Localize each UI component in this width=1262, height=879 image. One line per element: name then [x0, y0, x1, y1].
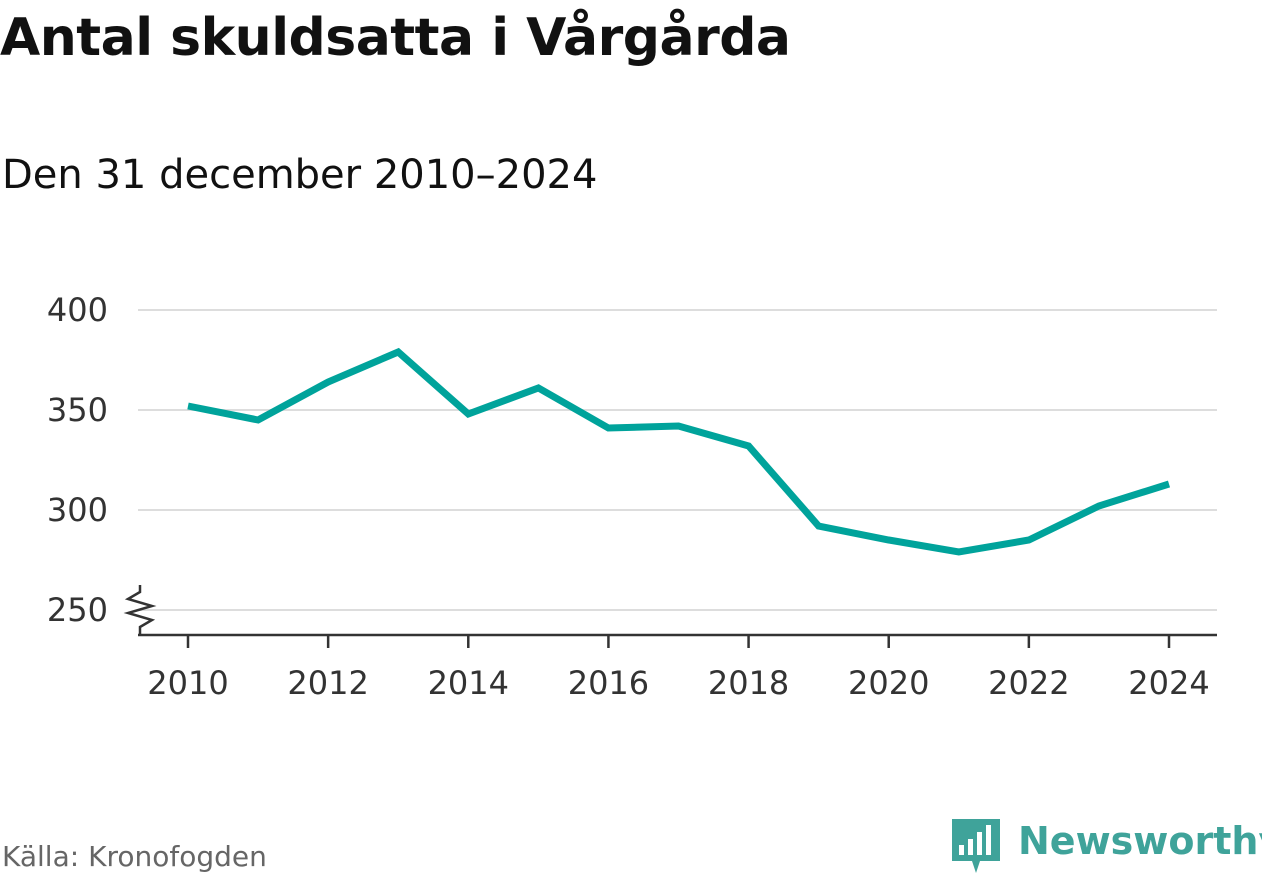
x-tick-label: 2010	[147, 664, 228, 702]
y-tick-label: 400	[47, 291, 108, 329]
chart-title: Antal skuldsatta i Vårgårda	[0, 8, 791, 68]
x-tick-label: 2024	[1128, 664, 1209, 702]
y-tick-label: 300	[47, 491, 108, 529]
x-tick-label: 2012	[287, 664, 368, 702]
axis-break-icon	[123, 585, 157, 635]
y-tick-label: 250	[47, 591, 108, 629]
brand-logo: Newsworthy	[950, 815, 1262, 879]
series-lines	[187, 347, 1171, 556]
chart-subtitle: Den 31 december 2010–2024	[2, 152, 598, 198]
x-tick-label: 2022	[988, 664, 1069, 702]
x-tick-label: 2018	[708, 664, 789, 702]
bar-chart-speech-bubble-icon	[952, 819, 1000, 873]
y-axis-labels: 250 300 350 400	[47, 291, 108, 629]
x-axis	[123, 585, 1217, 648]
x-tick-label: 2020	[848, 664, 929, 702]
x-tick-label: 2014	[428, 664, 509, 702]
source-note: Källa: Kronofogden	[2, 840, 267, 873]
series-line	[187, 347, 1171, 556]
brand-name: Newsworthy	[1018, 819, 1262, 863]
x-tick-label: 2016	[568, 664, 649, 702]
x-axis-labels: 2010 2012 2014 2016 2018 2020 2022 2024	[147, 664, 1209, 702]
gridlines	[138, 309, 1217, 611]
y-tick-label: 350	[47, 391, 108, 429]
